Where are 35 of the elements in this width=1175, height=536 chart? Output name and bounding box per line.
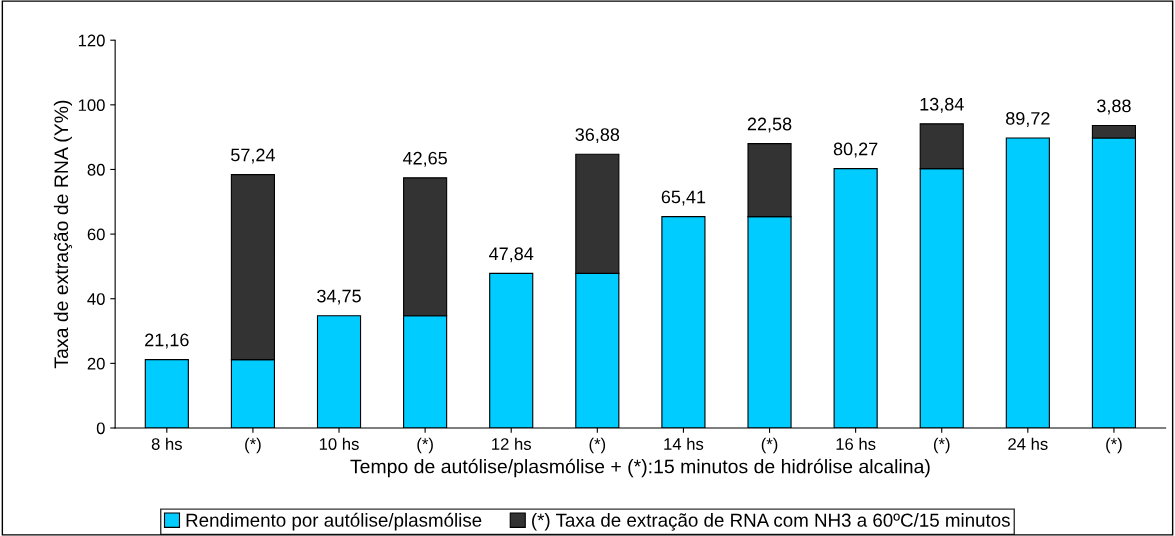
y-tick-label: 20	[87, 357, 105, 370]
x-tick-label: 12 hs	[492, 437, 532, 450]
x-tick-label: 24 hs	[1008, 437, 1048, 450]
x-tick-label: (*)	[1106, 437, 1122, 454]
data-label: 36,88	[575, 128, 620, 144]
data-label: 47,84	[489, 247, 534, 263]
data-label: 89,72	[1006, 112, 1050, 127]
data-label: 57,24	[231, 148, 275, 164]
x-tick-label: (*)	[417, 437, 433, 454]
data-label: 34,75	[317, 289, 361, 305]
x-tick-label: 14 hs	[664, 437, 704, 450]
x-axis-title: Tempo de autólise/plasmólise + (*):15 minutos de hidrólise alcalina)	[350, 458, 930, 478]
data-label: 22,58	[747, 117, 792, 133]
y-tick-label: 0	[96, 422, 105, 435]
legend-label: (*) Taxa de extração de RNA com NH3 a 60ºC/15 minutos	[532, 513, 1010, 531]
x-tick-label: 8 hs	[151, 437, 182, 450]
y-tick-label: 120	[78, 34, 105, 47]
y-tick-label: 80	[87, 163, 105, 176]
legend-label: Rendimento por autólise/plasmólise	[186, 512, 482, 531]
x-tick-label: (*)	[245, 437, 261, 454]
x-tick-label: 16 hs	[836, 437, 876, 450]
y-tick-label: 100	[78, 99, 105, 112]
x-tick-label: 10 hs	[319, 437, 359, 450]
y-tick-label: 40	[87, 293, 105, 305]
data-label: 65,41	[661, 190, 706, 206]
data-label: 42,65	[402, 151, 447, 167]
data-label: 13,84	[920, 97, 964, 113]
y-tick-label: 60	[87, 228, 105, 241]
y-axis-title: Taxa de extração de RNA (Y%)	[53, 100, 73, 369]
x-tick-label: (*)	[761, 437, 778, 454]
data-label: 80,27	[833, 142, 878, 158]
x-tick-label: (*)	[933, 437, 950, 454]
data-label: 21,16	[145, 333, 189, 349]
data-label: 3,88	[1097, 99, 1131, 115]
x-tick-label: (*)	[589, 437, 606, 454]
